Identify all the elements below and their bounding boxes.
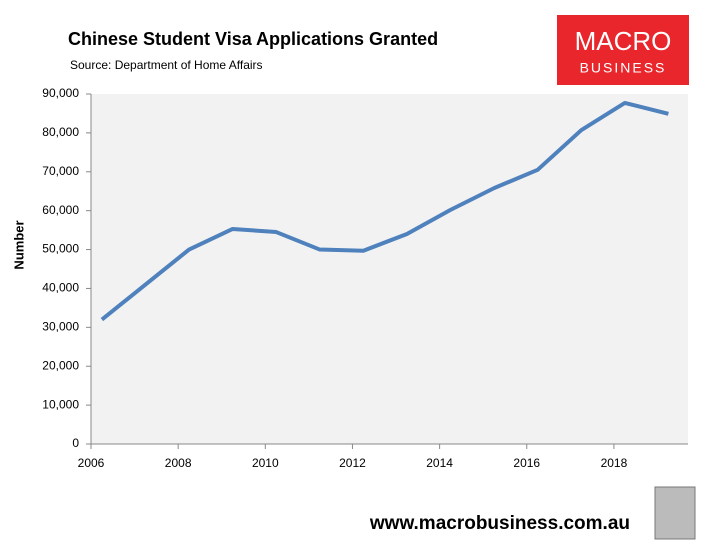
x-tick-label: 2010 xyxy=(252,456,279,470)
y-tick-label: 60,000 xyxy=(42,203,79,217)
logo-text: MACRO xyxy=(575,26,672,56)
y-tick-label: 30,000 xyxy=(42,320,79,334)
y-tick-label: 90,000 xyxy=(42,86,79,100)
y-tick-label: 70,000 xyxy=(42,164,79,178)
chart-subtitle: Source: Department of Home Affairs xyxy=(70,58,263,72)
y-tick-label: 0 xyxy=(72,436,79,450)
x-tick-label: 2012 xyxy=(339,456,366,470)
y-tick-label: 10,000 xyxy=(42,397,79,411)
footer-url: www.macrobusiness.com.au xyxy=(369,513,630,534)
x-tick-label: 2014 xyxy=(426,456,453,470)
logo-image xyxy=(654,486,696,540)
x-tick-label: 2008 xyxy=(165,456,192,470)
y-tick-label: 20,000 xyxy=(42,358,79,372)
x-tick-label: 2016 xyxy=(513,456,540,470)
y-tick-label: 40,000 xyxy=(42,281,79,295)
chart-title: Chinese Student Visa Applications Grante… xyxy=(68,29,438,49)
x-tick-label: 2018 xyxy=(601,456,628,470)
plot-area xyxy=(91,94,688,444)
data-line xyxy=(100,100,669,322)
y-tick-label: 50,000 xyxy=(42,242,79,256)
y-axis-label: Number xyxy=(11,220,26,269)
logo-text: BUSINESS xyxy=(580,60,667,76)
y-tick-label: 80,000 xyxy=(42,125,79,139)
x-tick-label: 2006 xyxy=(78,456,105,470)
logo-box xyxy=(557,15,689,85)
